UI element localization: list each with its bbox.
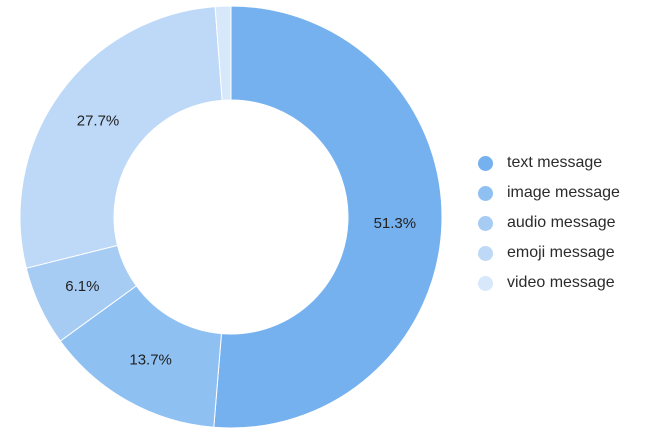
donut-slices [19,5,443,429]
donut-slice-emoji-message[interactable] [19,6,223,269]
chart-legend: text message image message audio message… [478,148,620,298]
donut-slice-labels: 51.3% 13.7% 6.1% 27.7% [65,113,416,369]
slice-label-emoji-message: 27.7% [77,113,120,130]
legend-label: video message [507,274,615,291]
donut-chart-svg: 51.3% 13.7% 6.1% 27.7% [19,5,443,429]
donut-slice-video-message[interactable] [214,5,232,101]
legend-swatch [478,215,493,231]
legend-label: emoji message [507,244,615,261]
slice-label-audio-message: 6.1% [65,278,99,295]
donut-slice-text-message[interactable] [213,5,443,429]
legend-swatch [478,245,493,261]
slice-label-image-message: 13.7% [129,351,172,368]
legend-item-emoji-message[interactable]: emoji message [478,238,620,268]
slice-label-text-message: 51.3% [374,215,417,232]
legend-swatch [478,155,493,171]
legend-label: image message [507,184,620,201]
legend-label: text message [507,154,603,171]
legend-item-audio-message[interactable]: audio message [478,208,620,238]
legend-item-video-message[interactable]: video message [478,268,620,298]
legend-label: audio message [507,214,616,231]
legend-item-image-message[interactable]: image message [478,178,620,208]
legend-item-text-message[interactable]: text message [478,148,620,178]
legend-swatch [478,185,493,201]
legend-swatch [478,275,493,291]
